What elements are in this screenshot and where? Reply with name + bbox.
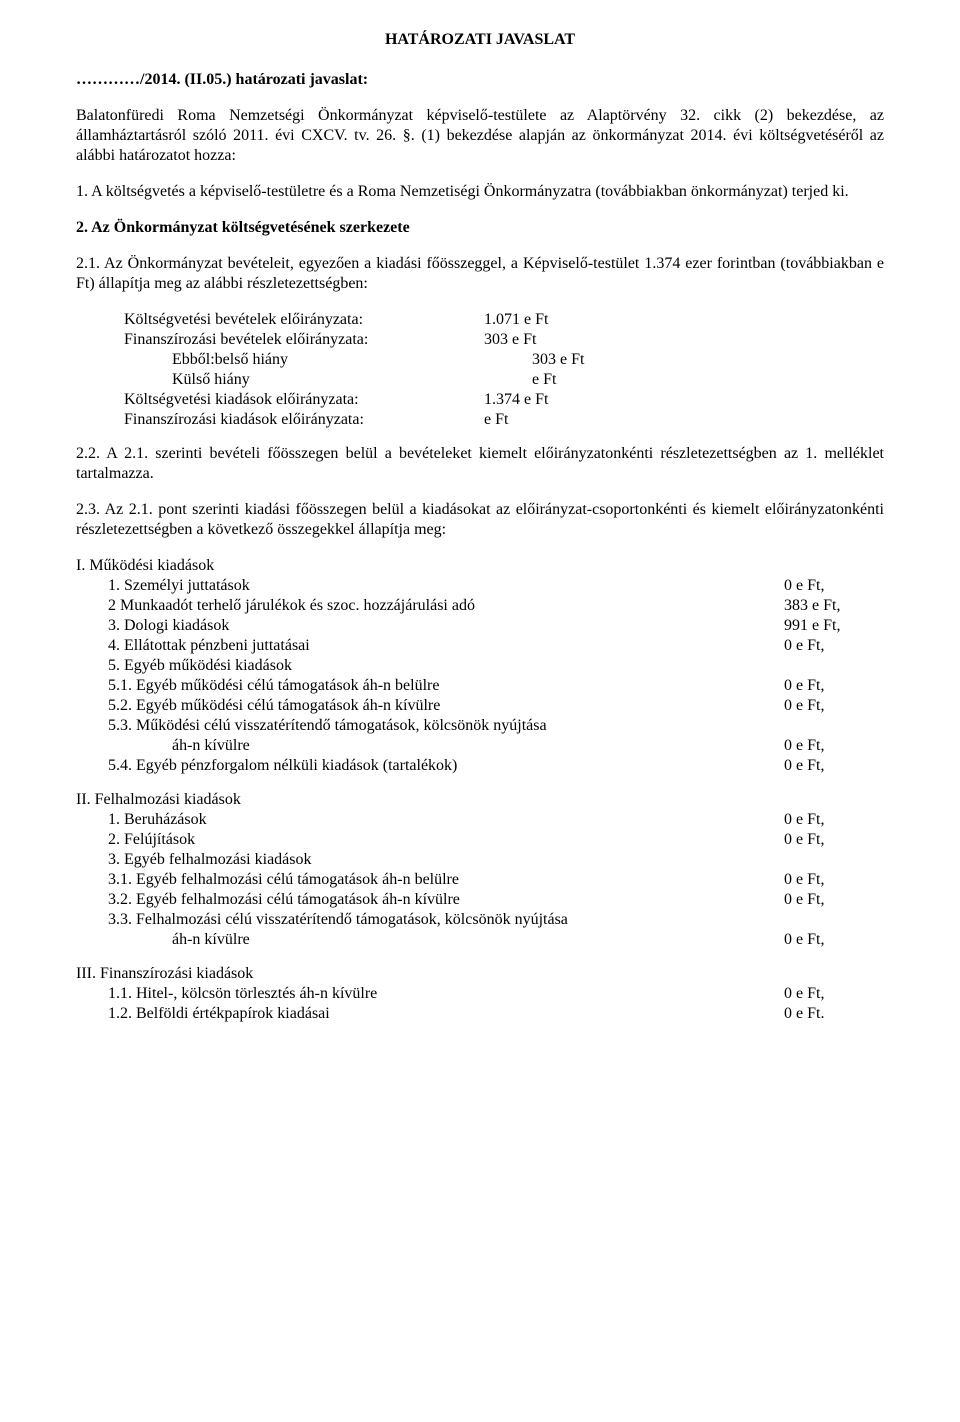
- expense-value: 0 e Ft,: [774, 930, 884, 950]
- budget-row: Finanszírozási kiadások előirányzata: e …: [124, 410, 884, 430]
- expense-row: 4. Ellátottak pénzbeni juttatásai0 e Ft,: [76, 636, 884, 656]
- expense-row: 5.3. Működési célú visszatérítendő támog…: [76, 716, 884, 736]
- budget-value: e Ft: [532, 370, 556, 390]
- expense-row: 5.4. Egyéb pénzforgalom nélküli kiadások…: [76, 756, 884, 776]
- expense-value: 0 e Ft,: [774, 636, 884, 656]
- expense-value: [774, 910, 884, 930]
- expense-label: 5. Egyéb működési kiadások: [76, 656, 774, 676]
- expense-value: 0 e Ft,: [774, 576, 884, 596]
- expense-value: [774, 656, 884, 676]
- expense-row: 2. Felújítások0 e Ft,: [76, 830, 884, 850]
- paragraph-2-3: 2.3. Az 2.1. pont szerinti kiadási főöss…: [76, 500, 884, 540]
- expense-value: 0 e Ft,: [774, 890, 884, 910]
- budget-value: 1.071 e Ft: [484, 310, 548, 330]
- section-2-heading: 2. Az Önkormányzat költségvetésének szer…: [76, 218, 884, 238]
- expense-row: 3.3. Felhalmozási célú visszatérítendő t…: [76, 910, 884, 930]
- budget-value: 303 e Ft: [532, 350, 584, 370]
- expense-value: 0 e Ft,: [774, 830, 884, 850]
- budget-value: 1.374 e Ft: [484, 390, 548, 410]
- expense-row: 3.2. Egyéb felhalmozási célú támogatások…: [76, 890, 884, 910]
- expense-row: 5.1. Egyéb működési célú támogatások áh-…: [76, 676, 884, 696]
- paragraph-2-2: 2.2. A 2.1. szerinti bevételi főösszegen…: [76, 444, 884, 484]
- expense-row: 5.2. Egyéb működési célú támogatások áh-…: [76, 696, 884, 716]
- expense-row: 2 Munkaadót terhelő járulékok és szoc. h…: [76, 596, 884, 616]
- budget-row: Ebből:belső hiány 303 e Ft: [124, 350, 884, 370]
- expense-label: 2 Munkaadót terhelő járulékok és szoc. h…: [76, 596, 774, 616]
- expense-row: áh-n kívülre0 e Ft,: [76, 930, 884, 950]
- section-III-heading: III. Finanszírozási kiadások: [76, 964, 884, 984]
- expense-value: 0 e Ft,: [774, 756, 884, 776]
- expense-row: 3. Egyéb felhalmozási kiadások: [76, 850, 884, 870]
- budget-row: Finanszírozási bevételek előirányzata: 3…: [124, 330, 884, 350]
- section-I-heading: I. Működési kiadások: [76, 556, 884, 576]
- budget-label: Finanszírozási kiadások előirányzata:: [124, 410, 484, 430]
- expense-label: 5.1. Egyéb működési célú támogatások áh-…: [76, 676, 774, 696]
- expense-value: [774, 716, 884, 736]
- expense-label: 4. Ellátottak pénzbeni juttatásai: [76, 636, 774, 656]
- budget-label: Ebből:belső hiány: [124, 350, 532, 370]
- expense-row: 1.1. Hitel-, kölcsön törlesztés áh-n kív…: [76, 984, 884, 1004]
- expense-value: 0 e Ft,: [774, 984, 884, 1004]
- expense-value: 0 e Ft,: [774, 736, 884, 756]
- expense-row: 1. Beruházások0 e Ft,: [76, 810, 884, 830]
- expense-label: 3.2. Egyéb felhalmozási célú támogatások…: [76, 890, 774, 910]
- expense-row: 1. Személyi juttatások0 e Ft,: [76, 576, 884, 596]
- expense-label: 3. Egyéb felhalmozási kiadások: [76, 850, 774, 870]
- header-line: …………/2014. (II.05.) határozati javaslat:: [76, 70, 884, 90]
- section-III: III. Finanszírozási kiadások 1.1. Hitel-…: [76, 964, 884, 1024]
- expense-row: 1.2. Belföldi értékpapírok kiadásai0 e F…: [76, 1004, 884, 1024]
- expense-label: 5.4. Egyéb pénzforgalom nélküli kiadások…: [76, 756, 774, 776]
- expense-label: 1. Személyi juttatások: [76, 576, 774, 596]
- expense-row: 3.1. Egyéb felhalmozási célú támogatások…: [76, 870, 884, 890]
- section-I: I. Működési kiadások 1. Személyi juttatá…: [76, 556, 884, 776]
- expense-value: 0 e Ft,: [774, 810, 884, 830]
- budget-label: Költségvetési bevételek előirányzata:: [124, 310, 484, 330]
- expense-label: 1.1. Hitel-, kölcsön törlesztés áh-n kív…: [76, 984, 774, 1004]
- section-II: II. Felhalmozási kiadások 1. Beruházások…: [76, 790, 884, 950]
- expense-label: 3.3. Felhalmozási célú visszatérítendő t…: [76, 910, 774, 930]
- doc-title: HATÁROZATI JAVASLAT: [76, 30, 884, 50]
- paragraph-1: 1. A költségvetés a képviselő-testületre…: [76, 182, 884, 202]
- expense-label: 1. Beruházások: [76, 810, 774, 830]
- budget-row: Külső hiány e Ft: [124, 370, 884, 390]
- budget-row: Költségvetési kiadások előirányzata: 1.3…: [124, 390, 884, 410]
- budget-row: Költségvetési bevételek előirányzata: 1.…: [124, 310, 884, 330]
- expense-row: áh-n kívülre0 e Ft,: [76, 736, 884, 756]
- section-II-heading: II. Felhalmozási kiadások: [76, 790, 884, 810]
- expense-label: áh-n kívülre: [76, 736, 774, 756]
- expense-row: 3. Dologi kiadások991 e Ft,: [76, 616, 884, 636]
- budget-value: 303 e Ft: [484, 330, 536, 350]
- intro-paragraph: Balatonfüredi Roma Nemzetségi Önkormányz…: [76, 106, 884, 166]
- expense-label: 5.3. Működési célú visszatérítendő támog…: [76, 716, 774, 736]
- expense-label: 1.2. Belföldi értékpapírok kiadásai: [76, 1004, 774, 1024]
- paragraph-2-1: 2.1. Az Önkormányzat bevételeit, egyezőe…: [76, 254, 884, 294]
- budget-label: Finanszírozási bevételek előirányzata:: [124, 330, 484, 350]
- budget-label: Külső hiány: [124, 370, 532, 390]
- expense-value: 383 e Ft,: [774, 596, 884, 616]
- expense-row: 5. Egyéb működési kiadások: [76, 656, 884, 676]
- expense-value: [774, 850, 884, 870]
- expense-label: 3. Dologi kiadások: [76, 616, 774, 636]
- expense-value: 991 e Ft,: [774, 616, 884, 636]
- budget-value: e Ft: [484, 410, 508, 430]
- expense-value: 0 e Ft,: [774, 676, 884, 696]
- budget-summary-block: Költségvetési bevételek előirányzata: 1.…: [76, 310, 884, 430]
- budget-label: Költségvetési kiadások előirányzata:: [124, 390, 484, 410]
- expense-label: 2. Felújítások: [76, 830, 774, 850]
- expense-label: 3.1. Egyéb felhalmozási célú támogatások…: [76, 870, 774, 890]
- expense-label: 5.2. Egyéb működési célú támogatások áh-…: [76, 696, 774, 716]
- expense-value: 0 e Ft,: [774, 696, 884, 716]
- expense-value: 0 e Ft.: [774, 1004, 884, 1024]
- expense-value: 0 e Ft,: [774, 870, 884, 890]
- expense-label: áh-n kívülre: [76, 930, 774, 950]
